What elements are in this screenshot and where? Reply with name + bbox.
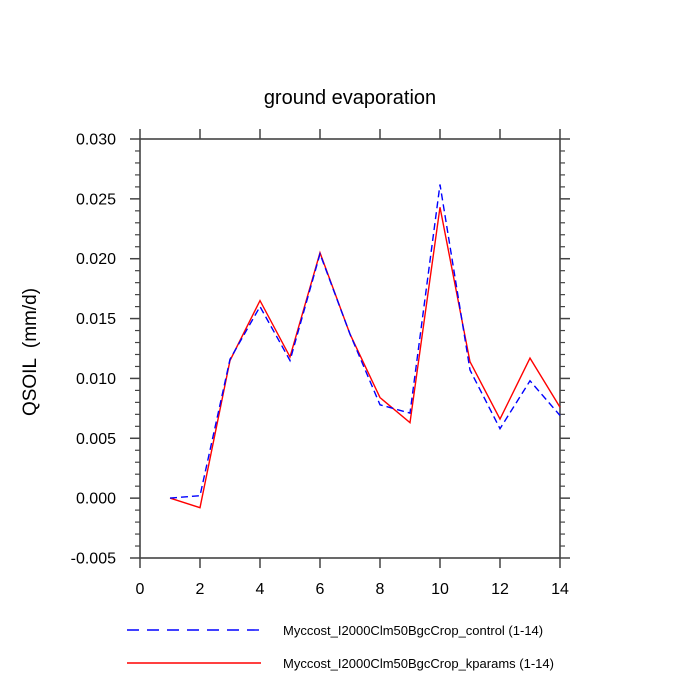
axes-frame: [139, 138, 561, 559]
legend-label-kparams: Myccost_I2000Clm50BgcCrop_kparams (1-14): [283, 655, 554, 671]
y-tick-label: 0.020: [76, 251, 116, 268]
y-tick-label: -0.005: [71, 551, 116, 568]
x-tick-label: 10: [431, 581, 449, 598]
y-tick-label: 0.030: [76, 132, 116, 149]
chart-title: ground evaporation: [263, 87, 437, 109]
y-tick-label: 0.015: [76, 311, 116, 328]
x-tick-label: 12: [491, 581, 509, 598]
series-line-1: [169, 207, 561, 509]
x-tick-label: 14: [551, 581, 569, 598]
legend-label-control: Myccost_I2000Clm50BgcCrop_control (1-14): [283, 622, 544, 638]
x-tick-label: 8: [376, 581, 385, 598]
legend-item-control: Myccost_I2000Clm50BgcCrop_control (1-14): [127, 622, 543, 638]
legend-line-control: [127, 629, 261, 631]
y-tick-label: 0.025: [76, 191, 116, 208]
x-tick-label: 0: [136, 581, 145, 598]
y-tick-label: 0.000: [76, 491, 116, 508]
legend-item-kparams: Myccost_I2000Clm50BgcCrop_kparams (1-14): [127, 655, 554, 671]
x-tick-label: 2: [196, 581, 205, 598]
y-tick-label: 0.010: [76, 371, 116, 388]
legend-line-kparams: [127, 662, 261, 664]
x-tick-label: 4: [256, 581, 265, 598]
y-tick-label: 0.005: [76, 431, 116, 448]
series-line-0: [169, 184, 561, 499]
x-tick-label: 6: [316, 581, 325, 598]
